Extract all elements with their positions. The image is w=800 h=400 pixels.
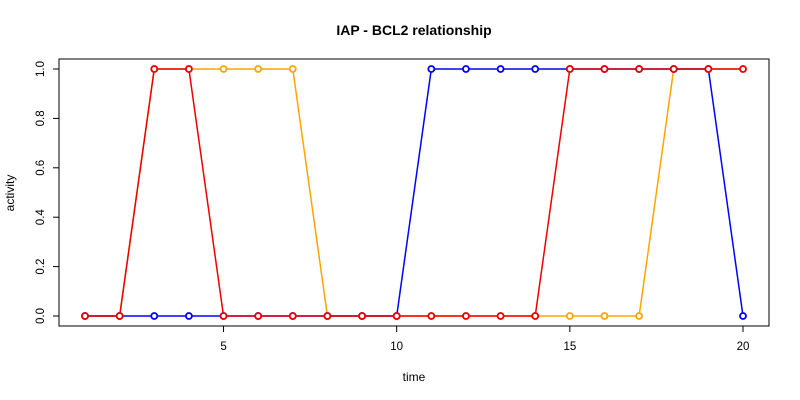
data-point — [150, 312, 159, 320]
data-point — [254, 65, 263, 73]
data-point — [600, 312, 609, 320]
data-point — [531, 65, 540, 73]
data-point — [184, 312, 193, 320]
series-segment — [638, 68, 675, 317]
data-point — [150, 65, 159, 73]
y-tick-label: 0.0 — [35, 308, 47, 324]
data-point — [462, 65, 470, 73]
data-point — [323, 312, 332, 320]
data-point — [288, 65, 297, 73]
data-point — [600, 65, 609, 73]
series-2 — [81, 65, 747, 320]
x-tick-label: 5 — [220, 341, 226, 353]
x-axis-label: time — [403, 370, 426, 384]
series-segment — [292, 68, 329, 317]
y-tick-label: 0.4 — [35, 209, 47, 226]
data-point — [462, 312, 470, 320]
data-point — [288, 312, 297, 320]
y-tick-label: 0.6 — [35, 160, 47, 176]
x-tick-label: 20 — [737, 341, 750, 353]
data-point — [496, 65, 505, 73]
data-point — [635, 312, 644, 320]
data-point — [115, 312, 124, 320]
series-segment — [395, 68, 433, 317]
data-point — [184, 65, 193, 73]
data-point — [427, 312, 436, 320]
y-axis-label: activity — [3, 175, 17, 212]
axes: 5 10 15 20 0.0 0.2 0.4 0.6 0.8 1.0 — [35, 58, 770, 353]
data-point — [496, 312, 505, 320]
y-tick-label: 1.0 — [35, 61, 47, 77]
data-point — [739, 312, 747, 320]
x-tick-label: 15 — [563, 341, 576, 353]
data-point — [565, 65, 574, 73]
y-tick-label: 0.2 — [35, 259, 47, 275]
series-segment — [534, 68, 571, 317]
y-tick-label: 0.8 — [35, 110, 47, 126]
data-point — [219, 65, 228, 73]
data-point — [392, 312, 401, 320]
series-segment — [188, 68, 225, 317]
series-3 — [81, 65, 747, 320]
x-tick-label: 10 — [390, 341, 403, 353]
data-point — [358, 312, 366, 320]
data-point — [219, 312, 228, 320]
data-point — [635, 65, 644, 73]
data-point — [81, 312, 89, 320]
data-point — [739, 65, 747, 73]
data-point — [565, 312, 574, 320]
data-point — [427, 65, 436, 73]
series-segment — [118, 68, 156, 317]
chart-title: IAP - BCL2 relationship — [336, 22, 491, 38]
data-point — [254, 312, 263, 320]
data-point — [531, 312, 540, 320]
data-point — [669, 65, 678, 73]
data-point — [704, 65, 713, 73]
series-layer — [81, 65, 747, 320]
series-segment — [707, 68, 744, 317]
plot-frame — [58, 58, 770, 327]
